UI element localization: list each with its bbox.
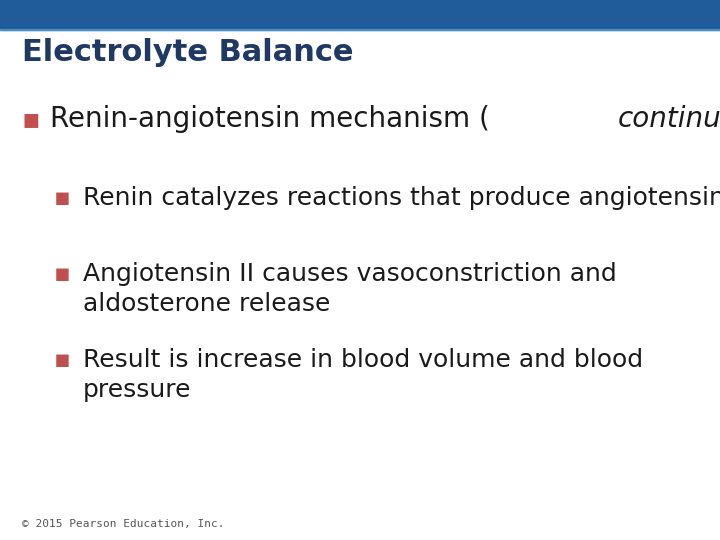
Text: ▪: ▪ (54, 186, 71, 210)
FancyBboxPatch shape (0, 0, 720, 30)
Text: Renin catalyzes reactions that produce angiotensin II: Renin catalyzes reactions that produce a… (83, 186, 720, 210)
Text: continued: continued (618, 105, 720, 133)
Text: Renin-angiotensin mechanism (: Renin-angiotensin mechanism ( (50, 105, 490, 133)
Text: © 2015 Pearson Education, Inc.: © 2015 Pearson Education, Inc. (22, 519, 224, 529)
Text: Angiotensin II causes vasoconstriction and
aldosterone release: Angiotensin II causes vasoconstriction a… (83, 262, 616, 315)
Text: ▪: ▪ (54, 262, 71, 286)
Text: ▪: ▪ (54, 348, 71, 372)
Text: Result is increase in blood volume and blood
pressure: Result is increase in blood volume and b… (83, 348, 643, 402)
Text: Electrolyte Balance: Electrolyte Balance (22, 38, 353, 67)
Text: ▪: ▪ (22, 105, 40, 133)
